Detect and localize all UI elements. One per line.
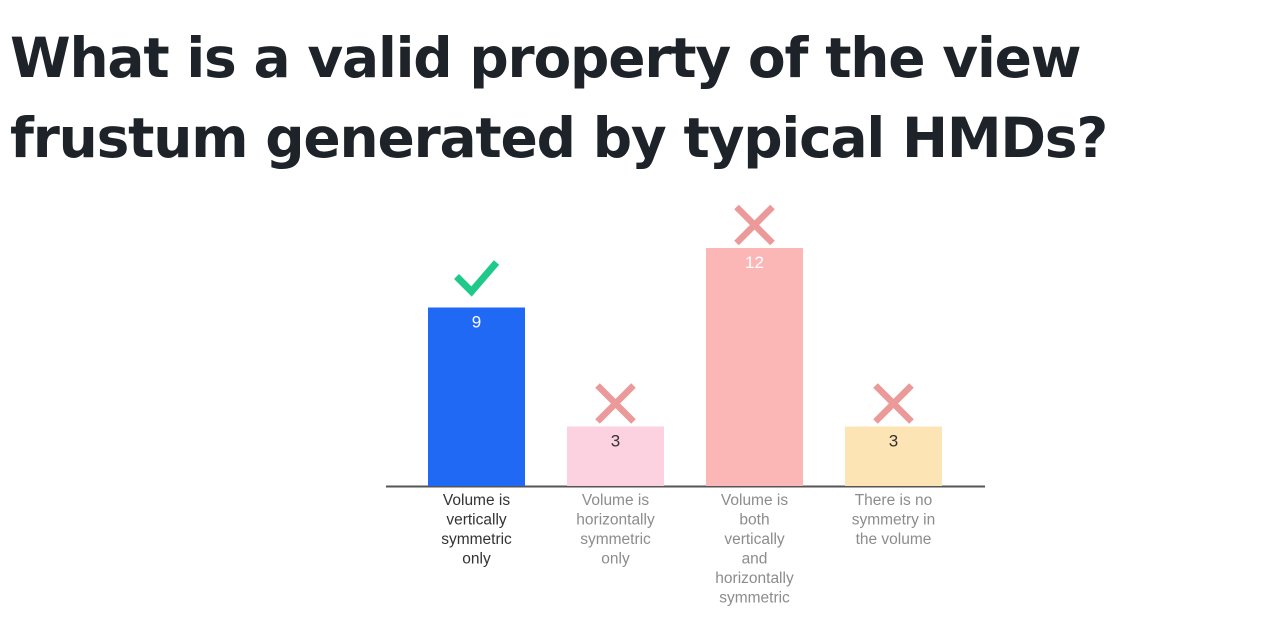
category-label: horizontally [715,570,794,587]
bar [567,426,664,486]
category-label: symmetric [580,531,651,548]
bar-value-label: 12 [745,253,764,272]
cross-icon [734,204,775,246]
bar [845,426,942,486]
category-label: symmetric [441,531,512,548]
bar-value-label: 9 [472,313,481,332]
category-label: There is no [855,492,933,509]
category-label: vertically [724,531,785,548]
category-label: symmetry in [852,512,936,529]
category-label: symmetric [719,590,790,607]
category-label: Volume is [443,492,510,509]
category-label: only [601,551,630,568]
check-icon [454,260,500,297]
category-label: only [462,551,491,568]
bar-value-label: 3 [889,432,898,451]
category-label: both [739,512,769,529]
category-label: Volume is [582,492,649,509]
page-title: What is a valid property of the view fru… [10,26,1108,170]
category-label: the volume [856,531,932,548]
category-label: vertically [446,512,507,529]
category-label: Volume is [721,492,788,509]
bar [706,248,803,486]
category-label: horizontally [576,512,655,529]
cross-icon [595,383,636,424]
category-label: and [742,551,768,568]
bar-value-label: 3 [611,432,620,451]
cross-icon [873,383,914,424]
bar [428,307,525,486]
